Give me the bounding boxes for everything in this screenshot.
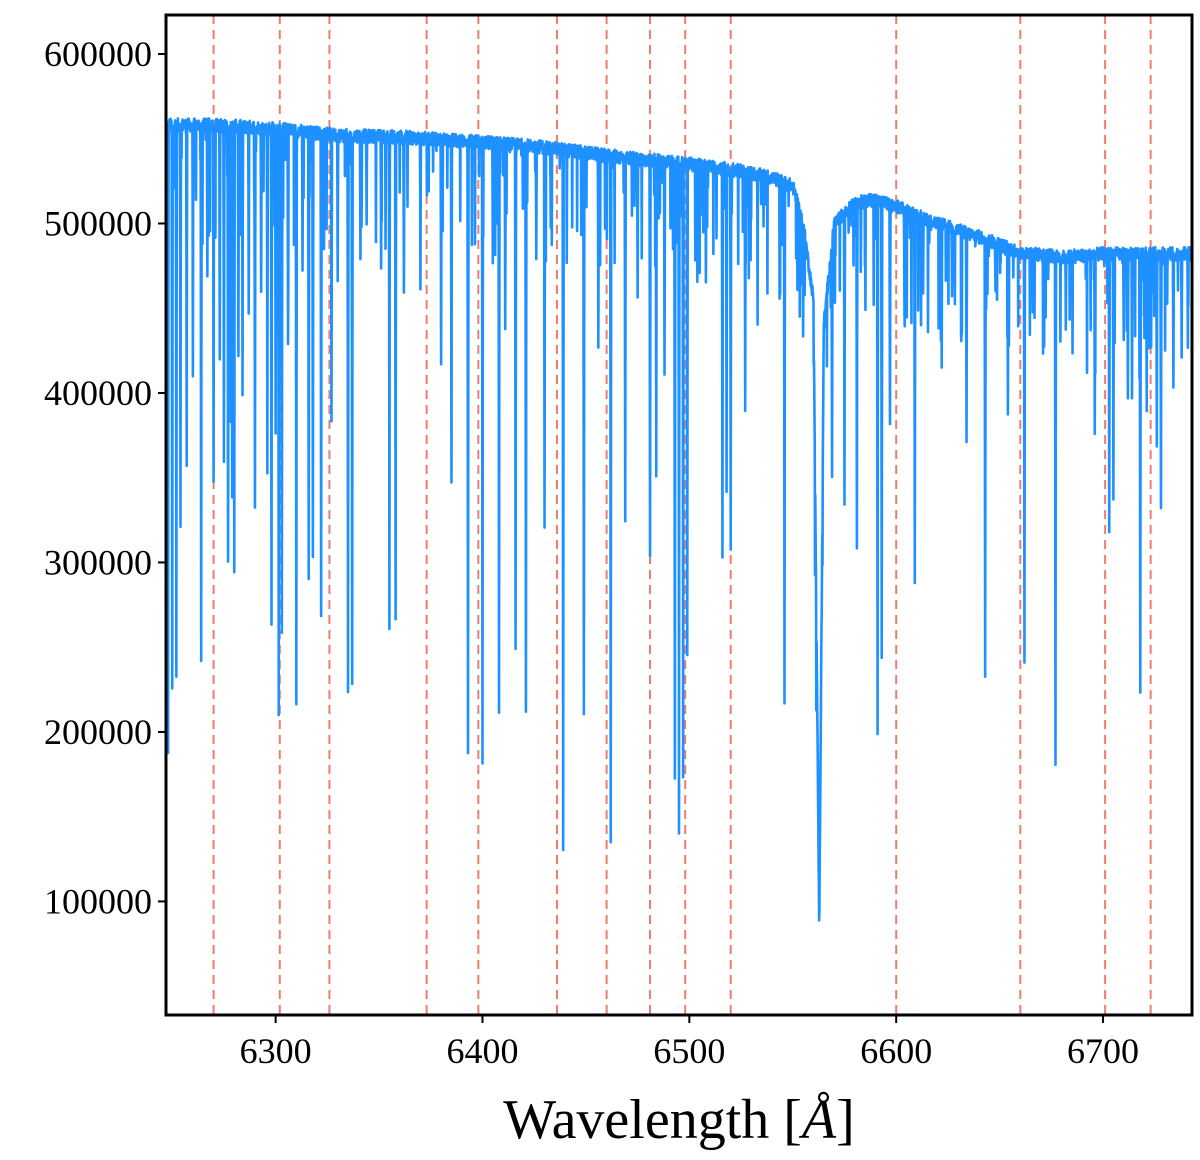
x-axis-label-close: ] — [836, 1089, 855, 1151]
y-tick-label: 400000 — [44, 373, 152, 413]
plot-frame — [164, 13, 1194, 1017]
y-axis-ticks: 100000 200000 300000 400000 500000 600000 — [44, 34, 166, 921]
x-axis-label: Wavelength [Å] — [503, 1089, 855, 1151]
x-axis-ticks: 6300 6400 6500 6600 6700 — [240, 1015, 1139, 1071]
x-axis-label-text: Wavelength [ — [503, 1089, 802, 1151]
x-axis-label-unit: Å — [798, 1089, 837, 1151]
x-tick-label: 6400 — [446, 1031, 518, 1071]
x-tick-label: 6700 — [1067, 1031, 1139, 1071]
y-tick-label: 500000 — [44, 203, 152, 243]
y-tick-label: 600000 — [44, 34, 152, 74]
y-tick-label: 100000 — [44, 881, 152, 921]
y-tick-label: 200000 — [44, 712, 152, 752]
x-tick-label: 6500 — [653, 1031, 725, 1071]
x-tick-label: 6600 — [860, 1031, 932, 1071]
spectrum-series-line — [166, 117, 1192, 922]
x-tick-label: 6300 — [240, 1031, 312, 1071]
y-tick-label: 300000 — [44, 542, 152, 582]
